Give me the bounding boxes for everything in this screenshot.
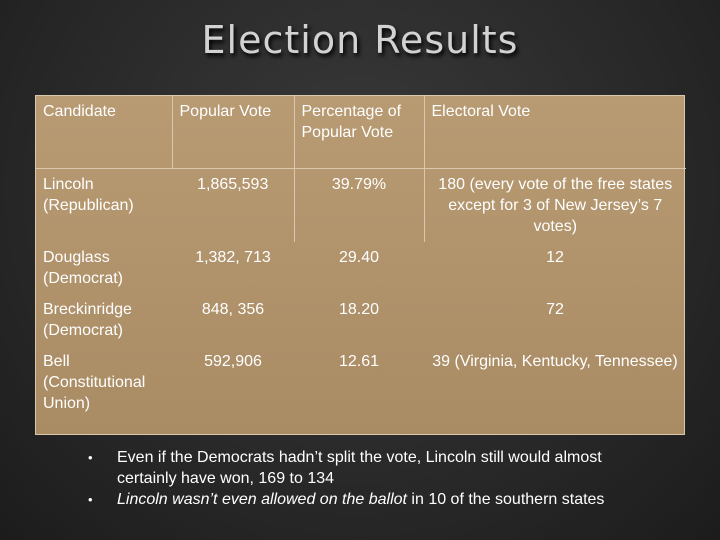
cell-percentage: 29.40 xyxy=(338,248,380,266)
bullet-icon: • xyxy=(88,492,93,507)
cell-popular-vote: 1,865,593 xyxy=(172,168,295,242)
election-results-table: Candidate Popular Vote Percentage of Pop… xyxy=(35,95,686,435)
cell-percentage: 39.79% xyxy=(294,168,425,242)
cell-percentage: 18.20 xyxy=(338,300,380,318)
cell-candidate: Breckinridge (Democrat) xyxy=(43,300,132,339)
header-electoral-vote: Electoral Vote xyxy=(424,96,686,169)
cell-electoral-vote: 12 xyxy=(546,248,564,266)
table-row: Douglass (Democrat) 1,382, 713 29.40 12 xyxy=(36,242,686,294)
cell-electoral-vote: 39 (Virginia, Kentucky, Tennessee) xyxy=(432,352,678,370)
note-emphasis: Lincoln wasn’t even allowed on the ballo… xyxy=(117,491,407,508)
table-row: Breckinridge (Democrat) 848, 356 18.20 7… xyxy=(36,294,686,346)
note-text: Even if the Democrats hadn’t split the v… xyxy=(117,449,602,487)
cell-candidate: Lincoln (Republican) xyxy=(43,175,134,214)
header-popular-vote: Popular Vote xyxy=(172,96,295,169)
note-text: in 10 of the southern states xyxy=(406,491,605,508)
header-candidate: Candidate xyxy=(36,96,173,169)
cell-popular-vote: 592,906 xyxy=(204,352,262,370)
cell-candidate: Bell (Constitutional Union) xyxy=(43,352,146,412)
table-row: Bell (Constitutional Union) 592,906 12.6… xyxy=(36,346,686,435)
cell-percentage: 12.61 xyxy=(338,352,380,370)
header-percentage: Percentage of Popular Vote xyxy=(294,96,425,169)
cell-electoral-vote: 180 (every vote of the free states excep… xyxy=(438,175,673,235)
table-header-row: Candidate Popular Vote Percentage of Pop… xyxy=(36,96,686,169)
cell-electoral-vote: 72 xyxy=(546,300,564,318)
slide-title: Election Results xyxy=(201,18,519,62)
cell-candidate: Douglass (Democrat) xyxy=(43,248,124,287)
list-item: • Even if the Democrats hadn’t split the… xyxy=(88,447,648,489)
table-row: Lincoln (Republican) 1,865,593 39.79% 18… xyxy=(36,168,686,242)
list-item: • Lincoln wasn’t even allowed on the bal… xyxy=(88,489,648,510)
notes-list: • Even if the Democrats hadn’t split the… xyxy=(88,447,648,510)
cell-popular-vote: 1,382, 713 xyxy=(195,248,271,266)
cell-popular-vote: 848, 356 xyxy=(201,300,265,318)
bullet-icon: • xyxy=(88,450,93,465)
